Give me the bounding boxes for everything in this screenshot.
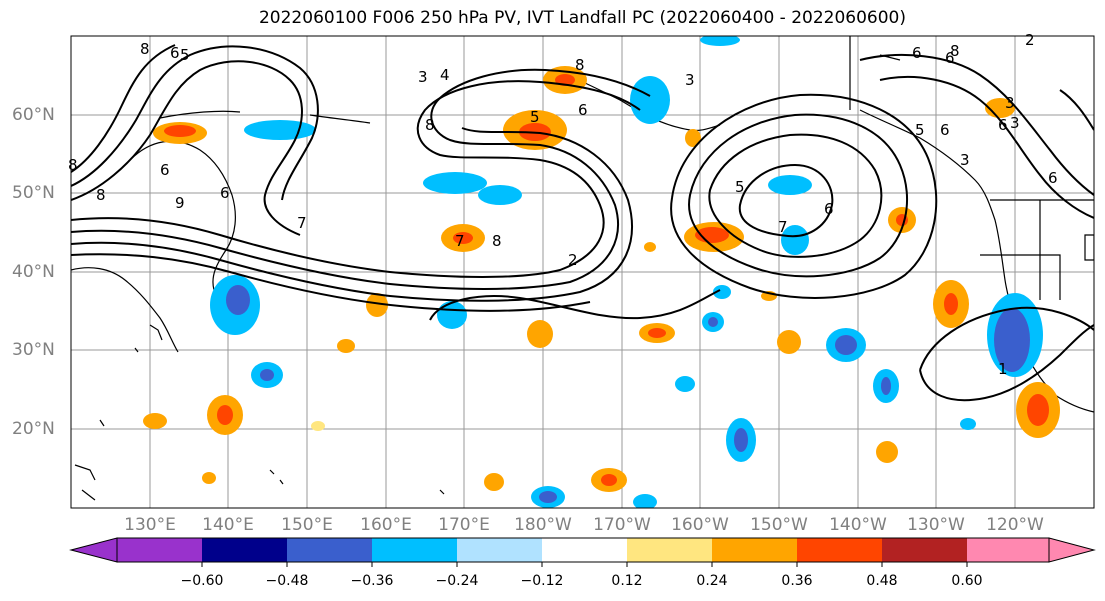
negative-anomaly-regions bbox=[210, 36, 1043, 508]
colorbar-frame bbox=[116, 537, 1050, 563]
contour-label: 8 bbox=[950, 42, 960, 60]
lon-label: 180°W bbox=[514, 515, 572, 535]
map-title: 2022060100 F006 250 hPa PV, IVT Landfall… bbox=[258, 8, 906, 28]
lon-label: 170°E bbox=[438, 515, 490, 535]
colorbar-tick-label: −0.12 bbox=[520, 573, 564, 589]
contour-label: 7 bbox=[778, 218, 788, 236]
colorbar-tick-label: −0.36 bbox=[350, 573, 394, 589]
lon-label: 130°E bbox=[124, 515, 176, 535]
colorbar-segment bbox=[457, 538, 542, 562]
contour-label: 6 bbox=[578, 101, 588, 119]
lon-label: 160°W bbox=[671, 515, 729, 535]
contour-label: 3 bbox=[418, 68, 428, 86]
map-frame bbox=[70, 35, 1095, 509]
contour-label: 5 bbox=[735, 178, 745, 196]
colorbar-tick-label: 0.36 bbox=[781, 573, 813, 589]
colorbar-segment bbox=[117, 538, 202, 562]
positive-anomaly-regions bbox=[143, 66, 1060, 492]
colorbar-segment bbox=[627, 538, 712, 562]
colorbar-segment bbox=[882, 538, 967, 562]
lon-label: 170°W bbox=[593, 515, 651, 535]
colorbar-extend-low bbox=[69, 537, 118, 563]
contour-label: 8 bbox=[575, 56, 585, 74]
lon-label: 120°W bbox=[986, 515, 1044, 535]
colorbar-tick-label: 0.12 bbox=[611, 573, 643, 589]
contour-label: 6 bbox=[945, 49, 955, 67]
colorbar-segment bbox=[712, 538, 797, 562]
contour-label: 9 bbox=[175, 194, 185, 212]
colorbar-segment bbox=[797, 538, 882, 562]
contour-label: 2 bbox=[568, 251, 578, 269]
colorbar-segment bbox=[287, 538, 372, 562]
colorbar-tick-label: −0.48 bbox=[265, 573, 309, 589]
colorbar-segment bbox=[202, 538, 287, 562]
contour-label: 3 bbox=[960, 151, 970, 169]
contour-label: 4 bbox=[440, 66, 450, 84]
colorbar-segment bbox=[542, 538, 627, 562]
contour-label: 6 bbox=[998, 116, 1008, 134]
colorbar bbox=[69, 537, 1096, 567]
contour-label: 6 bbox=[160, 161, 170, 179]
colorbar-extend-high bbox=[1048, 537, 1096, 563]
colorbar-tick-label: −0.60 bbox=[180, 573, 224, 589]
contour-label: 8 bbox=[425, 116, 435, 134]
contour-label: 7 bbox=[455, 232, 465, 250]
lat-label: 50°N bbox=[12, 183, 55, 203]
lat-label: 30°N bbox=[12, 340, 55, 360]
lat-label: 40°N bbox=[12, 262, 55, 282]
lon-label: 150°W bbox=[750, 515, 808, 535]
contour-label: 6 bbox=[220, 184, 230, 202]
colorbar-tick-label: 0.60 bbox=[951, 573, 983, 589]
contour-label: 6 bbox=[912, 44, 922, 62]
contour-label: 6 bbox=[170, 44, 180, 62]
contour-label: 5 bbox=[915, 121, 925, 139]
lon-label: 140°W bbox=[829, 515, 887, 535]
contour-label: 3 bbox=[1010, 114, 1020, 132]
contour-label: 5 bbox=[180, 46, 190, 64]
contour-label: 3 bbox=[685, 71, 695, 89]
lon-label: 150°E bbox=[281, 515, 333, 535]
contour-label: 8 bbox=[68, 156, 78, 174]
colorbar-segment bbox=[967, 538, 1049, 562]
colorbar-tick-label: 0.48 bbox=[866, 573, 898, 589]
contour-label: 2 bbox=[1025, 31, 1035, 49]
lon-label: 140°E bbox=[202, 515, 254, 535]
contour-label: 7 bbox=[297, 214, 307, 232]
lon-label: 130°W bbox=[907, 515, 965, 535]
contour-labels: 8 6 5 3 4 8 6 5 3 8 6 5 6 3 2 8 6 8 9 7 … bbox=[68, 31, 1058, 378]
pv-contours bbox=[71, 44, 1094, 402]
contour-label: 8 bbox=[96, 186, 106, 204]
lon-label: 160°E bbox=[360, 515, 412, 535]
contour-label: 8 bbox=[492, 232, 502, 250]
contour-label: 6 bbox=[940, 121, 950, 139]
lat-label: 20°N bbox=[12, 419, 55, 439]
contour-label: 6 bbox=[1048, 169, 1058, 187]
colorbar-segment bbox=[372, 538, 457, 562]
contour-label: 6 bbox=[824, 200, 834, 218]
colorbar-tick-label: −0.24 bbox=[435, 573, 479, 589]
contour-label: 3 bbox=[1005, 94, 1015, 112]
colorbar-tick-label: 0.24 bbox=[696, 573, 728, 589]
contour-label: 1 bbox=[998, 360, 1008, 378]
contour-label: 5 bbox=[530, 108, 540, 126]
lat-label: 60°N bbox=[12, 105, 55, 125]
contour-label: 8 bbox=[140, 40, 150, 58]
